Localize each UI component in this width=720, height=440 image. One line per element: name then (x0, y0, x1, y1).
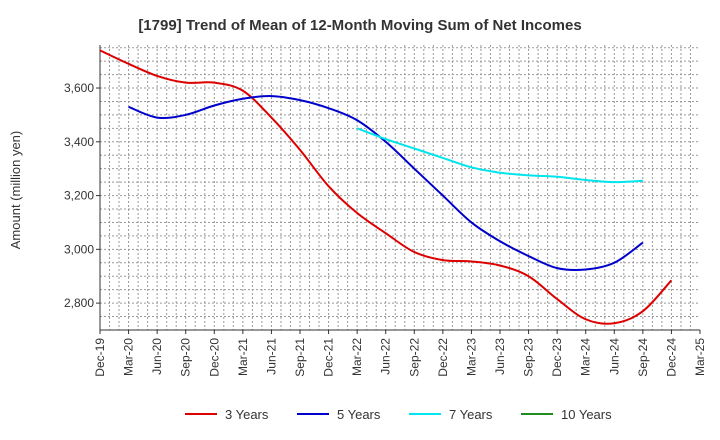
y-tick-label: 3,200 (64, 189, 94, 203)
x-tick-label: Mar-20 (122, 338, 136, 376)
plot-area: 2,800 3,000 3,200 3,400 3,600 Dec-19 Mar-20 Jun… (64, 45, 707, 377)
y-axis-label: Amount (million yen) (8, 131, 23, 250)
x-tick-label: Sep-20 (179, 338, 193, 377)
x-tick-label: Sep-23 (522, 338, 536, 377)
y-tick-label: 2,800 (64, 296, 94, 310)
x-tick-label: Dec-20 (207, 338, 221, 377)
y-tick-label: 3,400 (64, 135, 94, 149)
x-tick-label: Mar-22 (350, 338, 364, 376)
x-tick-label: Dec-22 (436, 338, 450, 377)
x-tick-label: Jun-21 (264, 338, 278, 375)
legend-label-10-years: 10 Years (561, 407, 612, 422)
x-tick-label: Sep-24 (636, 338, 650, 377)
x-tick-label: Mar-21 (236, 338, 250, 376)
x-tick-label: Jun-23 (493, 338, 507, 375)
legend-label-7-years: 7 Years (449, 407, 493, 422)
series-line-7-years (356, 127, 643, 184)
y-tick-label: 3,600 (64, 81, 94, 95)
x-tick-label: Dec-21 (322, 338, 336, 377)
y-tick-label: 3,000 (64, 242, 94, 256)
x-tick-label: Jun-24 (607, 338, 621, 375)
chart-title: [1799] Trend of Mean of 12-Month Moving … (138, 17, 581, 34)
x-tick-label: Sep-22 (407, 338, 421, 377)
x-tick-label: Mar-24 (579, 338, 593, 376)
x-tick-label: Mar-23 (464, 338, 478, 376)
legend-label-3-years: 3 Years (225, 407, 269, 422)
legend: 3 Years 5 Years 7 Years 10 Years (185, 407, 612, 422)
x-tick-label: Jun-22 (379, 338, 393, 375)
x-tick-label: Sep-21 (293, 338, 307, 377)
legend-label-5-years: 5 Years (337, 407, 381, 422)
x-tick-label: Dec-23 (550, 338, 564, 377)
x-tick-label: Jun-20 (150, 338, 164, 375)
x-tick-label: Dec-19 (93, 338, 107, 377)
x-tick-label: Dec-24 (664, 338, 678, 377)
series-line-3-years (99, 49, 673, 325)
series-line-5-years (128, 95, 644, 272)
plot-background (100, 45, 700, 330)
x-tick-label: Mar-25 (693, 338, 707, 376)
